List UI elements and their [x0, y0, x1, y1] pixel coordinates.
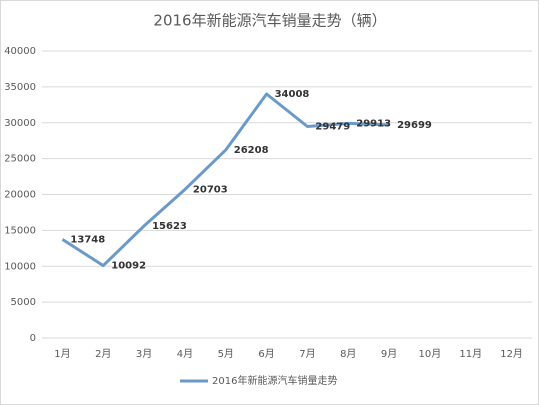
x-tick-label: 5月	[218, 348, 234, 360]
x-tick-label: 11月	[459, 348, 482, 360]
data-label: 29479	[315, 121, 350, 132]
chart-title: 2016年新能源汽车销量走势（辆）	[153, 12, 386, 30]
y-tick-label: 30000	[4, 118, 36, 129]
data-label: 15623	[152, 221, 187, 232]
x-tick-label: 4月	[177, 348, 193, 360]
x-tick-label: 7月	[299, 348, 315, 360]
x-tick-label: 2月	[95, 348, 111, 360]
data-label: 10092	[111, 261, 146, 272]
y-tick-label: 0	[30, 333, 36, 344]
data-label: 29699	[397, 120, 432, 131]
y-tick-label: 40000	[4, 46, 36, 57]
x-tick-label: 10月	[419, 348, 442, 360]
y-tick-label: 35000	[4, 82, 36, 93]
data-label: 13748	[70, 234, 105, 245]
y-tick-label: 5000	[11, 297, 36, 308]
x-tick-label: 9月	[381, 348, 397, 360]
y-tick-label: 25000	[4, 154, 36, 165]
data-label: 29913	[356, 118, 391, 129]
legend-label: 2016年新能源汽车销量走势	[212, 374, 337, 387]
line-series	[61, 92, 390, 268]
y-tick-label: 15000	[4, 225, 36, 236]
data-label: 20703	[193, 184, 228, 195]
data-label: 34008	[275, 89, 310, 100]
x-tick-label: 12月	[500, 348, 523, 360]
x-tick-label: 3月	[136, 348, 152, 360]
x-tick-label: 1月	[54, 348, 70, 360]
y-tick-label: 20000	[4, 190, 36, 201]
data-label: 26208	[234, 145, 269, 156]
x-tick-label: 6月	[258, 348, 274, 360]
x-tick-label: 8月	[340, 348, 356, 360]
y-tick-label: 10000	[4, 261, 36, 272]
